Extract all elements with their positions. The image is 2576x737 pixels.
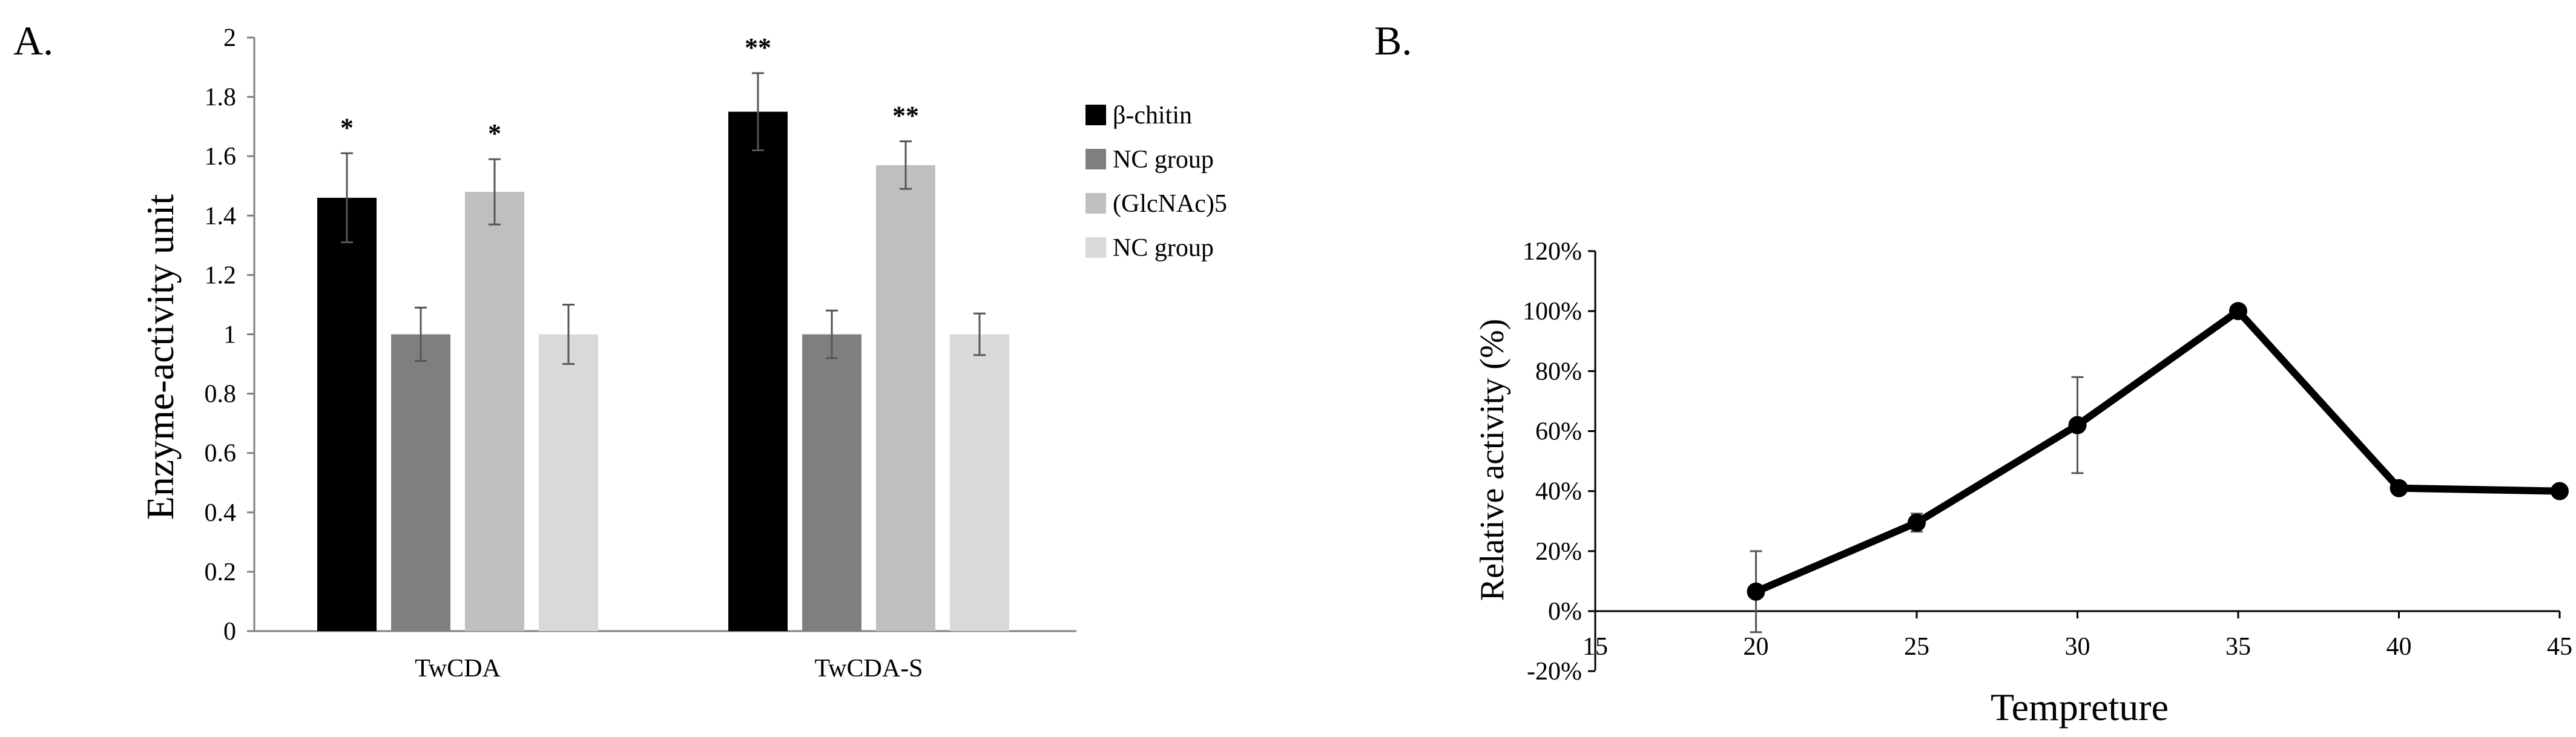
panel-b-x-tick-label: 40: [2387, 633, 2412, 661]
panel-b-label: B.: [1374, 18, 1412, 64]
panel-a-y-tick-label: 0.4: [205, 499, 237, 527]
panel-a-y-tick-label: 1.8: [205, 84, 237, 111]
panel-a-significance-mark: **: [745, 33, 771, 62]
panel-a-legend-swatch: [1085, 237, 1106, 258]
panel-b-line-chart: B. Relative activity (%) Tempreture -20%…: [1374, 18, 2572, 729]
panel-b-data-point: [2390, 479, 2408, 497]
panel-a-y-tick-label: 0.2: [205, 558, 237, 586]
panel-b-y-tick-label: 40%: [1535, 478, 1582, 506]
panel-b-data-point: [2229, 302, 2247, 321]
panel-b-y-tick-label: 80%: [1535, 358, 1582, 385]
panel-a-y-tick-label: 1: [223, 321, 236, 349]
panel-b-data-point: [1908, 513, 1926, 532]
panel-b-y-tick-label: 0%: [1548, 598, 1582, 626]
panel-b-y-tick-label: -20%: [1527, 658, 1582, 686]
panel-b-x-tick-label: 35: [2225, 633, 2251, 661]
panel-a-significance-mark: *: [488, 119, 501, 148]
panel-a-y-tick-label: 1.4: [205, 202, 237, 230]
panel-a-label: A.: [13, 18, 53, 64]
panel-a-y-tick-label: 0.6: [205, 440, 237, 468]
panel-b-y-tick-label: 120%: [1523, 238, 1582, 266]
panel-b-x-tick-label: 45: [2547, 633, 2572, 661]
panel-a-x-tick-label: TwCDA-S: [814, 655, 923, 683]
panel-a-bar: [950, 334, 1009, 631]
panel-a-legend-swatch: [1085, 193, 1106, 214]
panel-a-significance-mark: **: [892, 101, 919, 131]
panel-b-y-tick-label: 60%: [1535, 418, 1582, 446]
panel-b-data-point: [2068, 416, 2087, 434]
panel-a-y-tick-label: 1.6: [205, 143, 237, 171]
panel-a-bar: [465, 192, 524, 631]
panel-b-y-tick-label: 20%: [1535, 538, 1582, 566]
panel-b-y-tick-label: 100%: [1523, 298, 1582, 326]
panel-a-bar: [391, 334, 450, 631]
panel-a-y-tick-label: 0: [223, 618, 236, 646]
panel-a-legend-label: β-chitin: [1113, 102, 1192, 129]
panel-a-bar: [802, 334, 861, 631]
panel-b-data-point: [1747, 582, 1765, 601]
panel-a-legend-label: (GlcNAc)5: [1113, 190, 1227, 218]
panel-b-x-tick-label: 15: [1583, 633, 1608, 661]
panel-b-x-axis-label: Tempreture: [1991, 686, 2169, 729]
panel-a-bar: [728, 111, 788, 631]
panel-a-bar-chart: A. Enzyme-activity unit 0 0.2 0.4 0.6 0.8 1 1.…: [13, 18, 1227, 683]
panel-b-x-tick-label: 25: [1904, 633, 1929, 661]
panel-a-legend-swatch: [1085, 149, 1106, 169]
panel-a-x-tick-label: TwCDA: [415, 655, 501, 683]
panel-a-y-tick-label: 1.2: [205, 261, 237, 289]
panel-b-series-line: [1752, 307, 2563, 595]
panel-a-y-tick-label: 2: [223, 24, 236, 52]
panel-b-data-point: [2551, 482, 2569, 500]
panel-a-bar: [539, 334, 598, 631]
panel-a-bar: [317, 197, 377, 631]
panel-b-y-axis-label: Relative activity (%): [1474, 319, 1511, 601]
panel-a-y-tick-label: 0.8: [205, 381, 237, 408]
panel-b-x-tick-label: 20: [1744, 633, 1769, 661]
panel-a-legend-swatch: [1085, 105, 1106, 125]
panel-a-legend-label: NC group: [1113, 234, 1214, 262]
panel-a-significance-mark: *: [340, 113, 354, 142]
panel-a-y-axis-label: Enzyme-activity unit: [139, 194, 182, 520]
panel-a-bar: [876, 165, 935, 631]
panel-b-x-tick-label: 30: [2065, 633, 2090, 661]
panel-a-legend-label: NC group: [1113, 146, 1214, 174]
